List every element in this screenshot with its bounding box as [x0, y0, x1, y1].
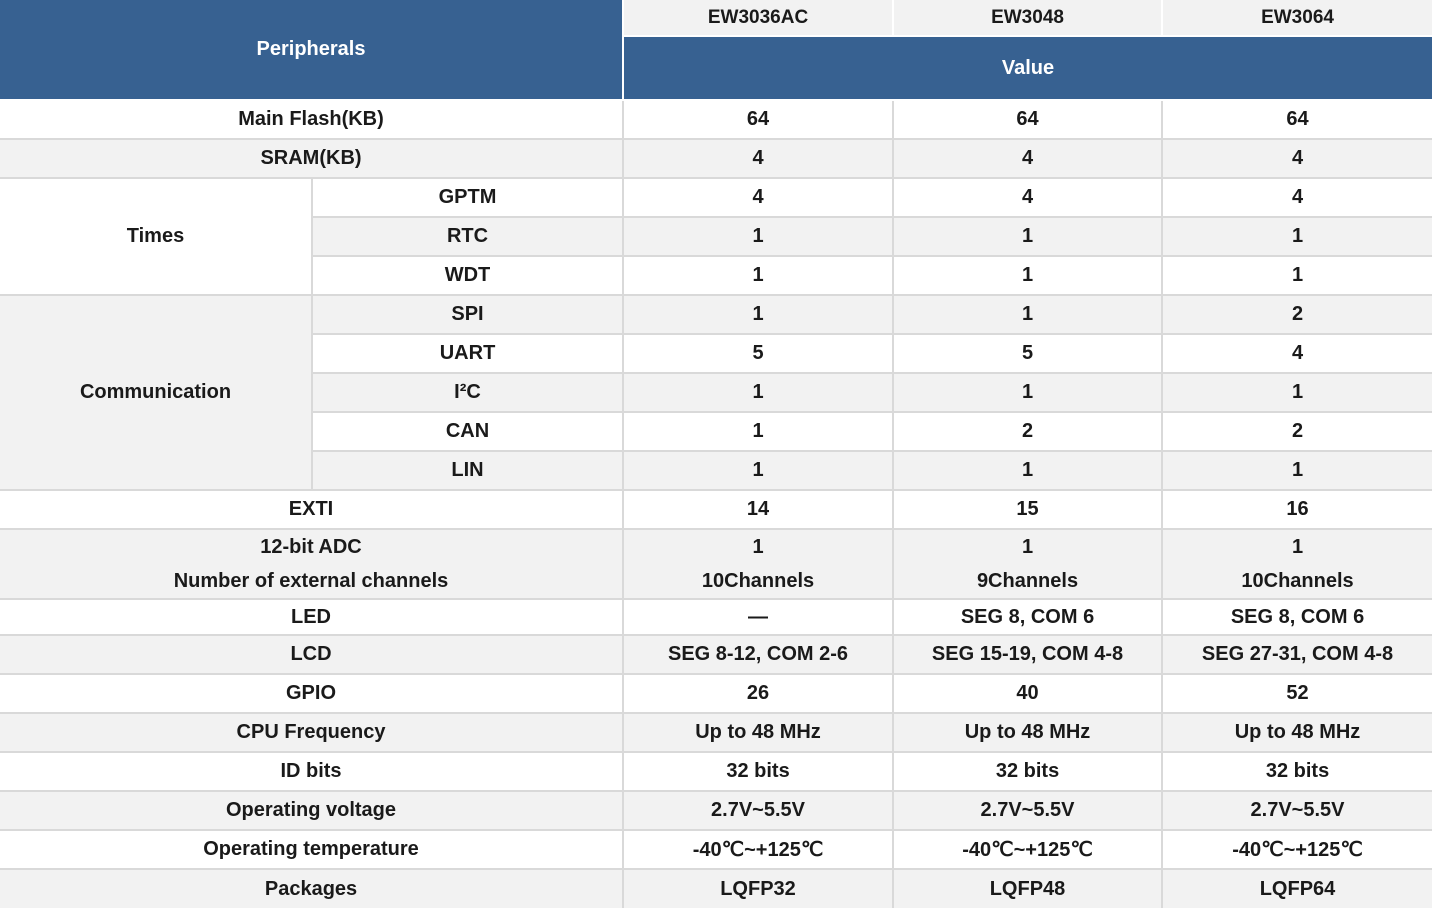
row-label: Packages	[0, 868, 625, 908]
peripherals-header: Peripherals	[0, 0, 625, 101]
value-cell: 1	[622, 411, 895, 452]
adc-count: 1	[752, 536, 764, 558]
value-cell: 1	[622, 294, 895, 335]
row-label: CPU Frequency	[0, 712, 625, 753]
value-cell: 4	[892, 177, 1164, 218]
adc-label-line2: Number of external channels	[173, 570, 449, 592]
value-cell: LQFP64	[1161, 868, 1432, 908]
value-cell: 2	[1161, 294, 1432, 335]
sub-label: WDT	[310, 255, 625, 296]
adc-channels: 9Channels	[976, 570, 1079, 592]
value-cell: 1	[1161, 372, 1432, 413]
value-cell: 1	[622, 216, 895, 257]
value-cell: -40℃~+125℃	[622, 829, 895, 870]
value-cell: 1	[1161, 450, 1432, 491]
value-cell: 1 9Channels	[892, 528, 1164, 600]
value-cell: 14	[622, 489, 895, 530]
row-label: ID bits	[0, 751, 625, 792]
value-cell: 4	[1161, 333, 1432, 374]
row-label: GPIO	[0, 673, 625, 714]
value-cell: 1	[622, 372, 895, 413]
row-label: LED	[0, 598, 625, 636]
value-cell: SEG 27-31, COM 4-8	[1161, 634, 1432, 675]
adc-channels: 10Channels	[701, 570, 815, 592]
value-cell: 32 bits	[622, 751, 895, 792]
sub-label: I²C	[310, 372, 625, 413]
value-cell: SEG 15-19, COM 4-8	[892, 634, 1164, 675]
adc-count: 1	[1021, 536, 1034, 558]
value-cell: SEG 8-12, COM 2-6	[622, 634, 895, 675]
value-cell: 1	[892, 372, 1164, 413]
sub-label: LIN	[310, 450, 625, 491]
value-cell: 4	[1161, 138, 1432, 179]
value-cell: 1 10Channels	[1161, 528, 1432, 600]
value-header: Value	[622, 35, 1432, 101]
value-cell: 40	[892, 673, 1164, 714]
value-cell: -40℃~+125℃	[892, 829, 1164, 870]
value-cell: 1	[1161, 255, 1432, 296]
model-header: EW3064	[1161, 0, 1432, 37]
sub-label: CAN	[310, 411, 625, 452]
adc-channels: 10Channels	[1241, 570, 1354, 592]
value-cell: 2.7V~5.5V	[622, 790, 895, 831]
value-cell: SEG 8, COM 6	[1161, 598, 1432, 636]
value-cell: 5	[622, 333, 895, 374]
value-cell: LQFP32	[622, 868, 895, 908]
value-cell: 1 10Channels	[622, 528, 895, 600]
value-cell: 4	[1161, 177, 1432, 218]
value-cell: 4	[892, 138, 1164, 179]
value-cell: 1	[892, 255, 1164, 296]
value-cell: 64	[1161, 99, 1432, 140]
sub-label: GPTM	[310, 177, 625, 218]
row-label: EXTI	[0, 489, 625, 530]
row-label-adc: 12-bit ADC Number of external channels	[0, 528, 625, 600]
group-cell-communication: Communication	[0, 294, 313, 491]
value-cell: 64	[622, 99, 895, 140]
value-cell: 1	[1161, 216, 1432, 257]
adc-count: 1	[1291, 536, 1304, 558]
value-cell: 2.7V~5.5V	[892, 790, 1164, 831]
adc-label-line1: 12-bit ADC	[260, 536, 362, 558]
row-label: LCD	[0, 634, 625, 675]
value-cell: 1	[622, 450, 895, 491]
value-cell: 32 bits	[1161, 751, 1432, 792]
value-cell: 52	[1161, 673, 1432, 714]
value-cell: -40℃~+125℃	[1161, 829, 1432, 870]
value-cell: 26	[622, 673, 895, 714]
value-cell: 2	[1161, 411, 1432, 452]
value-cell: 15	[892, 489, 1164, 530]
sub-label: SPI	[310, 294, 625, 335]
sub-label: UART	[310, 333, 625, 374]
value-cell: —	[622, 598, 895, 636]
value-cell: 2	[892, 411, 1164, 452]
value-cell: 5	[892, 333, 1164, 374]
value-cell: 1	[892, 450, 1164, 491]
row-label: Operating temperature	[0, 829, 625, 870]
value-cell: 16	[1161, 489, 1432, 530]
row-label: SRAM(KB)	[0, 138, 625, 179]
model-header: EW3048	[892, 0, 1164, 37]
value-cell: 4	[622, 177, 895, 218]
row-label: Main Flash(KB)	[0, 99, 625, 140]
value-cell: 2.7V~5.5V	[1161, 790, 1432, 831]
value-cell: 64	[892, 99, 1164, 140]
value-cell: 1	[622, 255, 895, 296]
group-cell-times: Times	[0, 177, 313, 296]
row-label: Operating voltage	[0, 790, 625, 831]
value-cell: Up to 48 MHz	[622, 712, 895, 753]
value-cell: LQFP48	[892, 868, 1164, 908]
value-cell: SEG 8, COM 6	[892, 598, 1164, 636]
value-cell: 4	[622, 138, 895, 179]
value-cell: Up to 48 MHz	[1161, 712, 1432, 753]
model-header: EW3036AC	[622, 0, 895, 37]
value-cell: 1	[892, 294, 1164, 335]
sub-label: RTC	[310, 216, 625, 257]
value-cell: Up to 48 MHz	[892, 712, 1164, 753]
value-cell: 32 bits	[892, 751, 1164, 792]
value-cell: 1	[892, 216, 1164, 257]
